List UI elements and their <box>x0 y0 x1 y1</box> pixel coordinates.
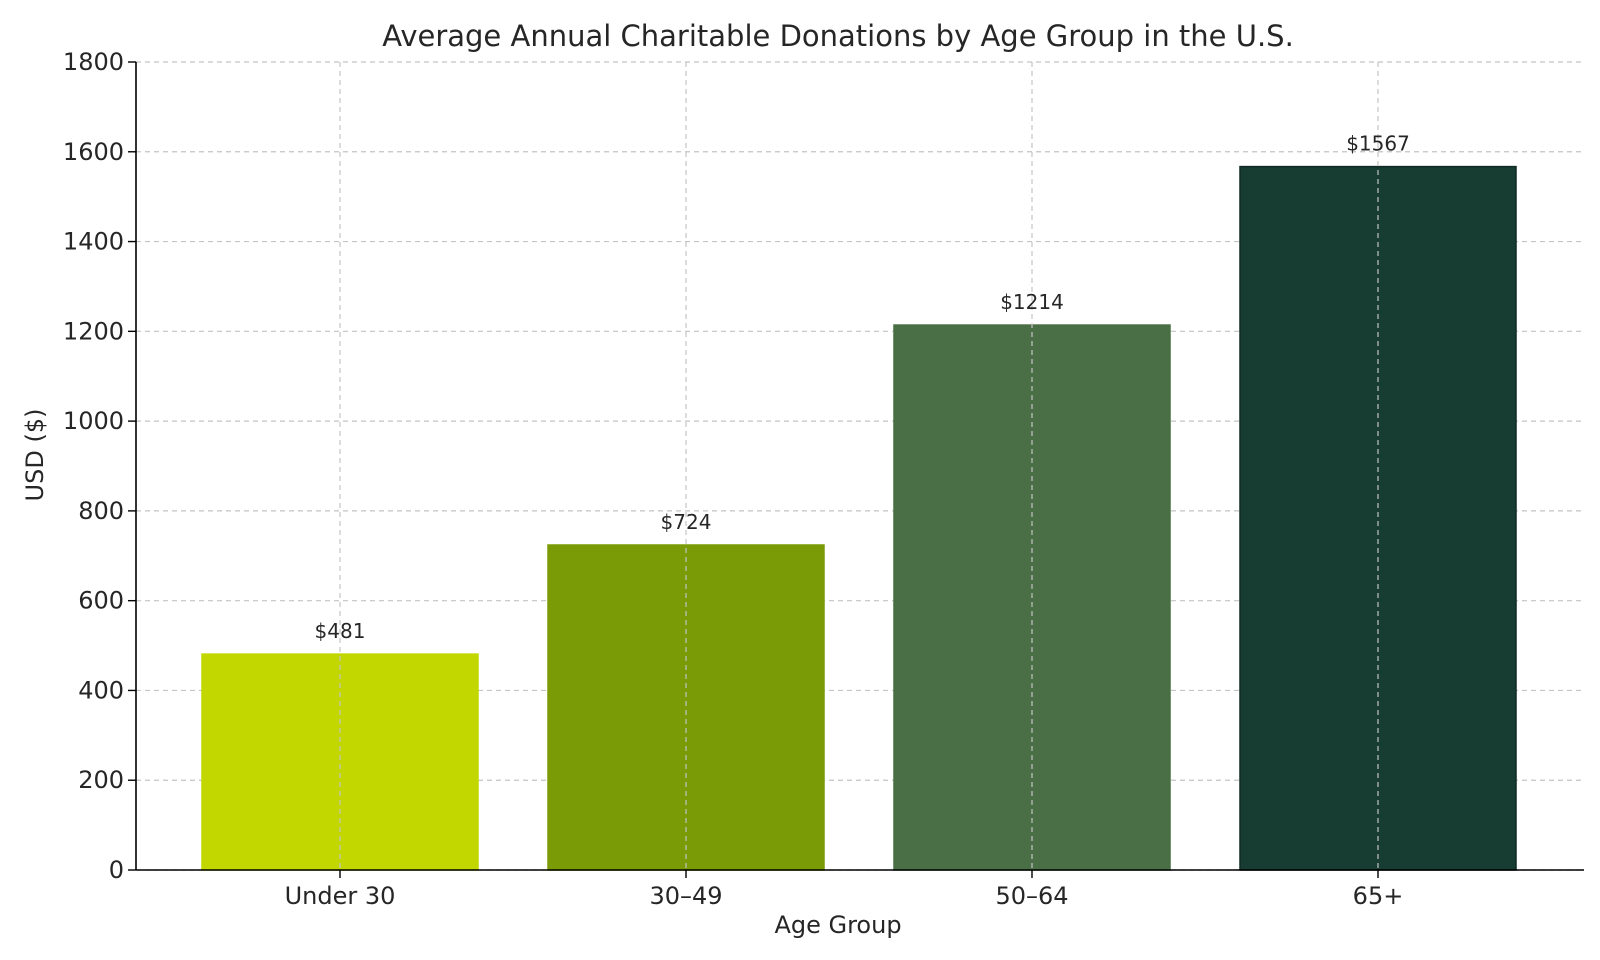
y-tick-label: 400 <box>78 676 124 704</box>
vertical-grid-layer <box>339 62 1379 870</box>
bar-layer <box>201 165 1517 871</box>
bar-value-label: $481 <box>315 619 366 643</box>
x-tick-label: 50–64 <box>995 882 1068 910</box>
x-tick-label: Under 30 <box>285 882 396 910</box>
bar <box>547 544 825 871</box>
y-tick-label: 1600 <box>63 138 124 166</box>
y-tick-label: 1400 <box>63 228 124 256</box>
axis-layer: 0 200 400 600 800 1000 1200 1400 1600 1800 Under 3… <box>63 48 1584 910</box>
x-tick-label: 65+ <box>1353 882 1404 910</box>
y-tick-label: 0 <box>109 856 124 884</box>
y-tick-label: 1000 <box>63 407 124 435</box>
y-tick-label: 800 <box>78 497 124 525</box>
bar <box>1239 165 1517 871</box>
x-axis-label: Age Group <box>774 911 901 939</box>
x-tick-label: 30–49 <box>649 882 722 910</box>
y-tick-label: 200 <box>78 766 124 794</box>
label-layer: $481 $724 $1214 $1567 <box>315 132 1410 643</box>
bar <box>201 653 479 871</box>
bar-value-label: $1567 <box>1346 132 1410 156</box>
y-tick-label: 600 <box>78 587 124 615</box>
y-tick-label: 1800 <box>63 48 124 76</box>
chart-title: Average Annual Charitable Donations by A… <box>382 19 1294 53</box>
y-tick-label: 1200 <box>63 317 124 345</box>
bar-value-label: $1214 <box>1000 290 1064 314</box>
y-axis-label: USD ($) <box>21 409 49 502</box>
bar-value-label: $724 <box>661 510 712 534</box>
